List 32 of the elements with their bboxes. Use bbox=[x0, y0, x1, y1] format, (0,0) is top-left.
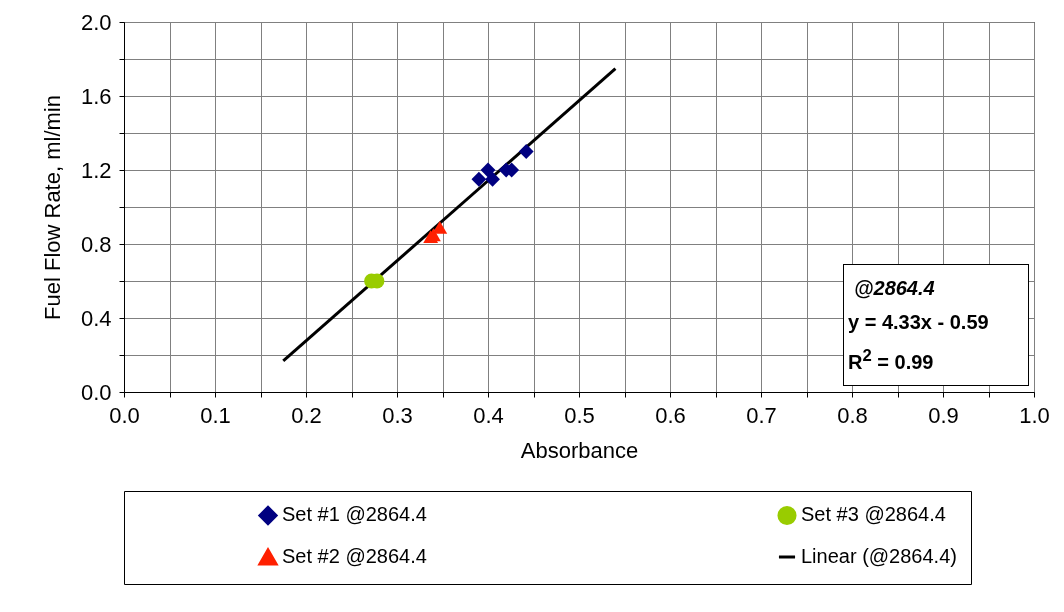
annotation: @2864.4 bbox=[853, 276, 936, 301]
point bbox=[480, 162, 496, 178]
x-tick-label: 0.4 bbox=[473, 402, 504, 428]
legend-label: Linear (@2864.4) bbox=[801, 545, 957, 567]
point bbox=[518, 144, 534, 159]
y-tick-label: 0.4 bbox=[80, 305, 112, 331]
y-tick-label: 0.8 bbox=[80, 231, 112, 257]
point bbox=[471, 171, 487, 187]
x-tick-label: 1.0 bbox=[1019, 402, 1050, 428]
y-tick-label: 2.0 bbox=[80, 9, 112, 35]
x-tick-label: 0.5 bbox=[564, 402, 595, 428]
annotation-box: @2864.4 y = 4.33x - 0.59 R$^{2}$ = 0.99 bbox=[843, 264, 1029, 386]
x-axis-title: Absorbance bbox=[520, 437, 639, 463]
x-tick-label: 0.3 bbox=[382, 402, 413, 428]
legend-label: Set #3 @2864.4 bbox=[801, 503, 946, 526]
x-tick-label: 0.2 bbox=[291, 402, 322, 428]
legend-label: Set #1 @2864.4 bbox=[282, 503, 427, 526]
y-tick-label: 0.0 bbox=[80, 379, 112, 405]
point bbox=[485, 171, 500, 187]
annotation: y = 4.33x - 0.59 bbox=[848, 310, 990, 335]
x-tick-label: 0.8 bbox=[837, 402, 868, 428]
x-tick-label: 0.6 bbox=[655, 402, 686, 428]
x-tick-label: 0.1 bbox=[200, 402, 231, 428]
y-tick-label: 1.2 bbox=[80, 157, 112, 183]
y-tick-label: 1.6 bbox=[80, 83, 112, 109]
y-axis-title: Fuel Flow Rate, ml/min bbox=[39, 95, 65, 320]
x-tick-label: 0.0 bbox=[109, 402, 140, 428]
x-tick-label: 0.9 bbox=[928, 402, 959, 428]
legend-label: Set #2 @2864.4 bbox=[282, 545, 427, 567]
point bbox=[432, 220, 448, 234]
x-tick-label: 0.7 bbox=[746, 402, 777, 428]
annotation: R$^{2}$ = 0.99 bbox=[848, 345, 935, 375]
